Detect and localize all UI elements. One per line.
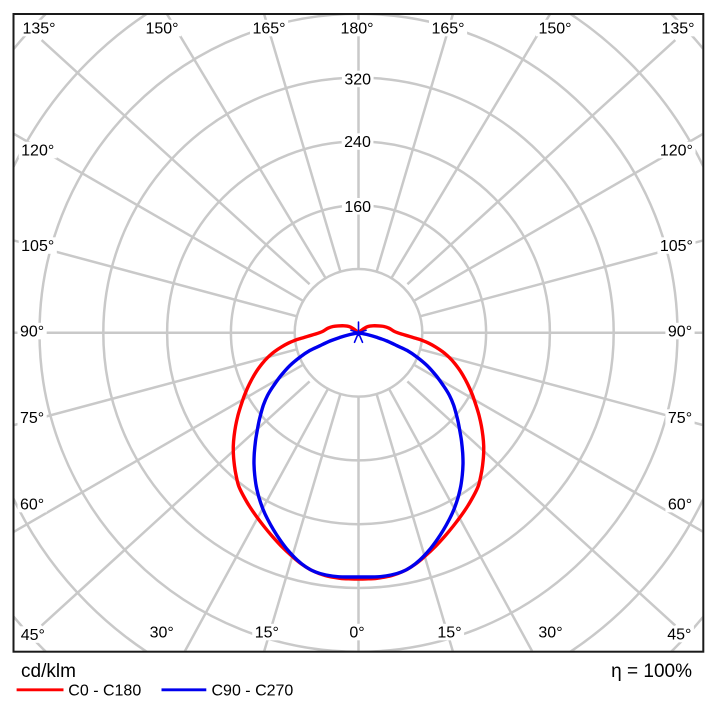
svg-text:105°: 105° <box>21 238 54 255</box>
svg-text:60°: 60° <box>668 497 692 514</box>
svg-text:180°: 180° <box>340 21 373 38</box>
svg-text:90°: 90° <box>20 324 44 341</box>
svg-text:45°: 45° <box>667 627 691 644</box>
svg-text:60°: 60° <box>20 497 44 514</box>
svg-text:320: 320 <box>344 72 371 89</box>
svg-text:135°: 135° <box>22 21 55 38</box>
svg-text:120°: 120° <box>660 143 693 160</box>
svg-text:C0 - C180: C0 - C180 <box>68 682 141 699</box>
svg-text:90°: 90° <box>668 324 692 341</box>
svg-text:75°: 75° <box>20 410 44 427</box>
svg-text:75°: 75° <box>668 410 692 427</box>
svg-text:165°: 165° <box>252 21 285 38</box>
svg-text:240: 240 <box>344 134 371 151</box>
svg-text:cd/klm: cd/klm <box>21 661 76 682</box>
svg-text:150°: 150° <box>145 21 178 38</box>
svg-text:30°: 30° <box>538 625 562 642</box>
svg-text:15°: 15° <box>437 625 461 642</box>
svg-text:160: 160 <box>344 199 371 216</box>
svg-text:105°: 105° <box>660 238 693 255</box>
svg-text:120°: 120° <box>21 143 54 160</box>
svg-text:135°: 135° <box>661 21 694 38</box>
svg-text:0°: 0° <box>349 625 364 642</box>
svg-text:C90 - C270: C90 - C270 <box>212 682 294 699</box>
svg-text:45°: 45° <box>21 627 45 644</box>
svg-text:30°: 30° <box>150 625 174 642</box>
svg-text:15°: 15° <box>255 625 279 642</box>
svg-text:150°: 150° <box>538 21 571 38</box>
svg-text:165°: 165° <box>431 21 464 38</box>
svg-text:η = 100%: η = 100% <box>611 661 692 682</box>
